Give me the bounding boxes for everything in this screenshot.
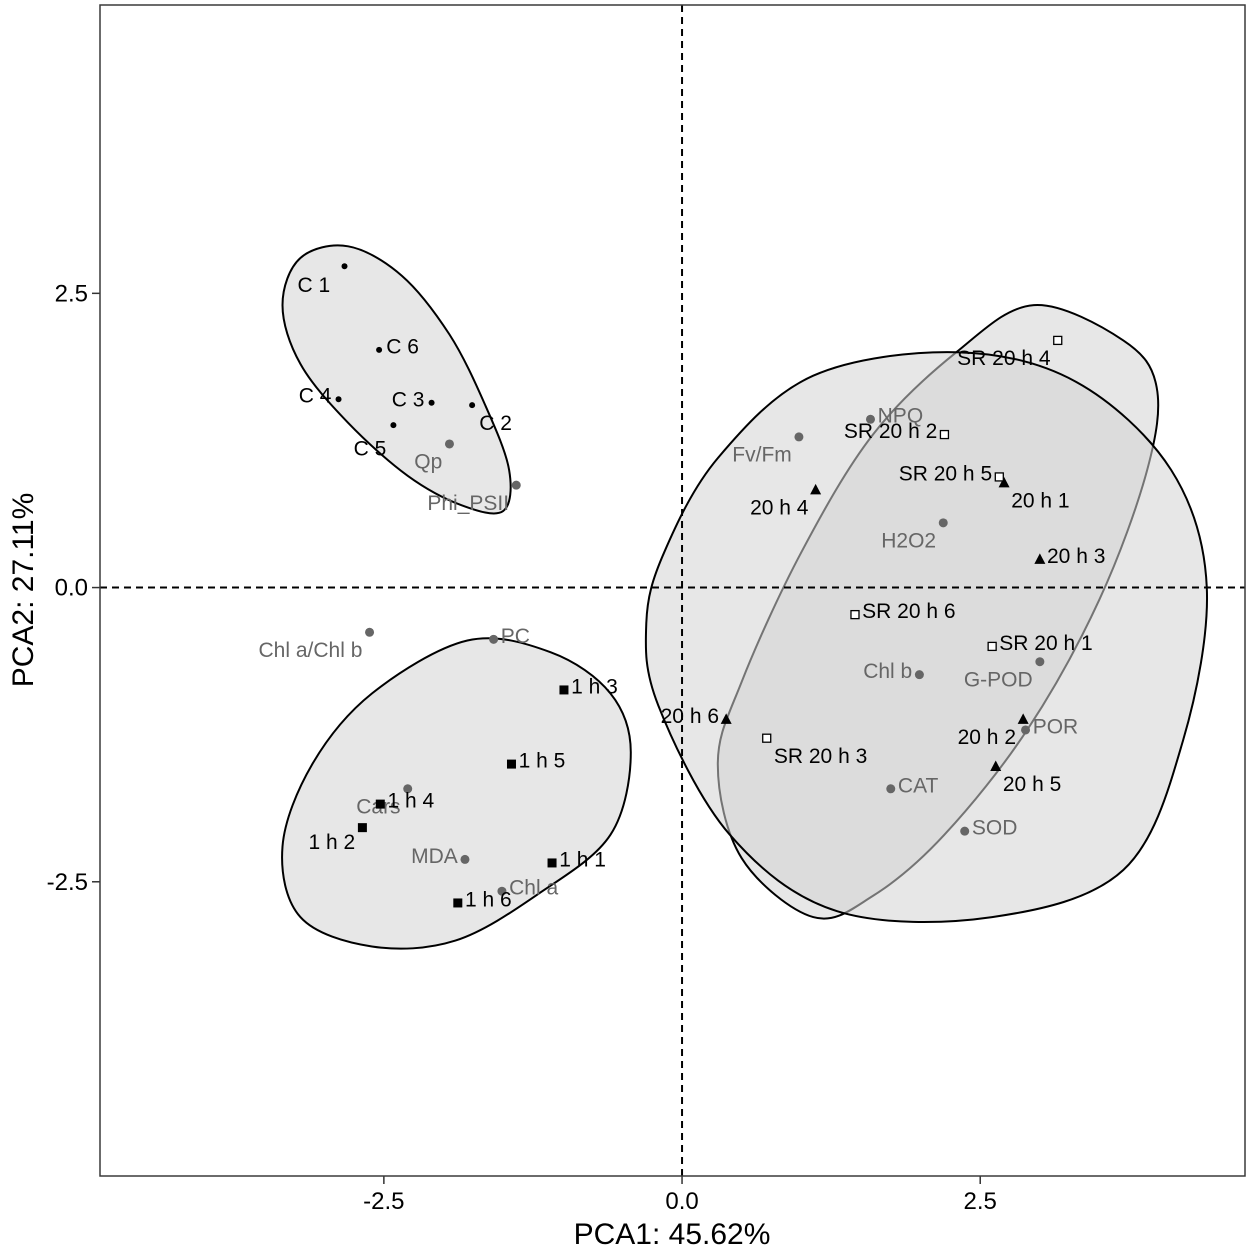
sample-point-20-h-2: [1017, 713, 1029, 724]
sample-point-1-h-4: [375, 799, 385, 809]
sample-point-c-6: [376, 346, 383, 353]
variable-point-phi-psii: [511, 480, 521, 490]
variables-layer: NPQ Fv/Fm Qp Phi_PSII H2O2 Chl a/Chl b PC Chl b…: [259, 405, 1079, 900]
sample-point-1-h-3: [559, 685, 569, 695]
ellipses-layer: [281, 244, 1209, 950]
variable-label-fv-fm: Fv/Fm: [732, 444, 791, 467]
variable-point-chl-a-chl-b: [365, 627, 375, 637]
sample-label-c-6: C 6: [386, 335, 419, 358]
sample-label-20-h-1: 20 h 1: [1011, 489, 1069, 512]
sample-point-sr-20-h-5: [994, 472, 1004, 482]
sample-label-1-h-1: 1 h 1: [559, 848, 606, 871]
sample-label-20-h-2: 20 h 2: [958, 726, 1016, 749]
variable-point-chl-b: [914, 670, 924, 680]
variable-label-sod: SOD: [972, 817, 1018, 840]
y-axis-title: PCA2: 27.11%: [7, 493, 40, 688]
y-tick-label: 0.0: [55, 575, 88, 602]
x-tick-label: 2.5: [964, 1188, 997, 1215]
variable-label-npq: NPQ: [878, 405, 924, 428]
sample-point-1-h-2: [357, 823, 367, 833]
sample-label-1-h-5: 1 h 5: [519, 750, 566, 773]
sample-point-c-2: [469, 402, 476, 409]
variable-label-cat: CAT: [898, 774, 939, 797]
sample-point-sr-20-h-4: [1053, 335, 1063, 346]
variable-label-por: POR: [1033, 715, 1079, 738]
sample-point-1-h-1: [547, 858, 557, 868]
sample-label-c-2: C 2: [479, 412, 512, 435]
variable-point-pc: [489, 634, 499, 644]
sample-label-sr-20-h-5: SR 20 h 5: [899, 462, 992, 485]
y-tick-label: 2.5: [55, 280, 88, 307]
variable-label-chl-a-chl-b: Chl a/Chl b: [259, 639, 363, 662]
sample-label-sr-20-h-2: SR 20 h 2: [844, 420, 937, 443]
sample-point-sr-20-h-3: [762, 733, 772, 743]
x-tick-label: -2.5: [363, 1188, 404, 1215]
sample-label-c-5: C 5: [354, 438, 387, 461]
plot-frame: [99, 4, 1246, 1177]
sample-label-1-h-3: 1 h 3: [571, 675, 618, 698]
ellipse-1-h: [281, 637, 632, 950]
ellipse-c: [281, 244, 512, 515]
variable-label-g-pod: G-POD: [964, 668, 1033, 691]
variable-point-mda: [460, 854, 470, 864]
sample-label-1-h-2: 1 h 2: [309, 831, 356, 854]
sample-point-c-4: [335, 396, 342, 403]
x-tick-label: 0.0: [665, 1188, 698, 1215]
sample-point-20-h-3: [1034, 553, 1046, 564]
sample-point-c-5: [390, 422, 397, 429]
samples-layer: C 1 C 6 C 4 C 3 C 2 C 5 1 h 3 1 h 5 1 h 4 1 h 2 1 …: [298, 263, 1105, 911]
sample-label-sr-20-h-6: SR 20 h 6: [862, 600, 955, 623]
variable-point-h2o2: [938, 518, 948, 528]
sample-label-c-4: C 4: [299, 385, 332, 408]
sample-label-1-h-6: 1 h 6: [465, 888, 512, 911]
sample-point-20-h-5: [990, 760, 1002, 771]
sample-point-sr-20-h-1: [987, 641, 997, 652]
sample-point-1-h-5: [506, 759, 516, 769]
variable-point-por: [1021, 725, 1031, 735]
sample-label-20-h-4: 20 h 4: [750, 497, 809, 520]
variable-point-cat: [886, 784, 896, 794]
variable-label-qp: Qp: [414, 451, 442, 474]
variable-label-pc: PC: [501, 625, 530, 648]
variable-label-chl-a: Chl a: [509, 877, 558, 900]
sample-point-sr-20-h-2: [939, 429, 950, 440]
variable-label-phi-psii: Phi_PSII: [427, 492, 509, 515]
sample-point-sr-20-h-6: [850, 609, 860, 620]
sample-point-20-h-1: [998, 476, 1010, 488]
variable-point-sod: [960, 826, 970, 836]
sample-label-sr-20-h-1: SR 20 h 1: [999, 632, 1092, 655]
sample-point-20-h-4: [810, 483, 822, 495]
ellipse-20-h: [644, 351, 1209, 923]
sample-point-c-1: [341, 263, 348, 270]
sample-label-20-h-3: 20 h 3: [1047, 545, 1105, 568]
variable-point-g-pod: [1035, 657, 1045, 667]
variable-point-qp: [444, 439, 454, 449]
sample-point-c-3: [428, 399, 435, 406]
variable-point-cars: [403, 784, 413, 794]
sample-label-sr-20-h-3: SR 20 h 3: [774, 745, 867, 768]
ticks-layer: -2.5 0.0 2.5 -2.5 0.0 2.5: [47, 280, 997, 1215]
variable-label-mda: MDA: [411, 845, 458, 868]
sample-label-20-h-6: 20 h 6: [661, 705, 719, 728]
x-axis-title: PCA1: 45.62%: [574, 1218, 771, 1251]
y-tick-label: -2.5: [47, 869, 88, 896]
variable-point-fv-fm: [794, 432, 804, 442]
variable-label-h2o2: H2O2: [881, 529, 936, 552]
variable-label-chl-b: Chl b: [863, 660, 912, 683]
sample-label-c-3: C 3: [392, 388, 425, 411]
sample-label-1-h-4: 1 h 4: [387, 790, 434, 813]
sample-point-20-h-6: [720, 713, 732, 724]
variable-point-chl-a: [497, 886, 507, 896]
sample-point-1-h-6: [453, 898, 463, 908]
variable-point-npq: [865, 414, 875, 424]
sample-label-c-1: C 1: [298, 274, 331, 297]
sample-label-20-h-5: 20 h 5: [1003, 773, 1061, 796]
sample-label-sr-20-h-4: SR 20 h 4: [957, 347, 1051, 370]
